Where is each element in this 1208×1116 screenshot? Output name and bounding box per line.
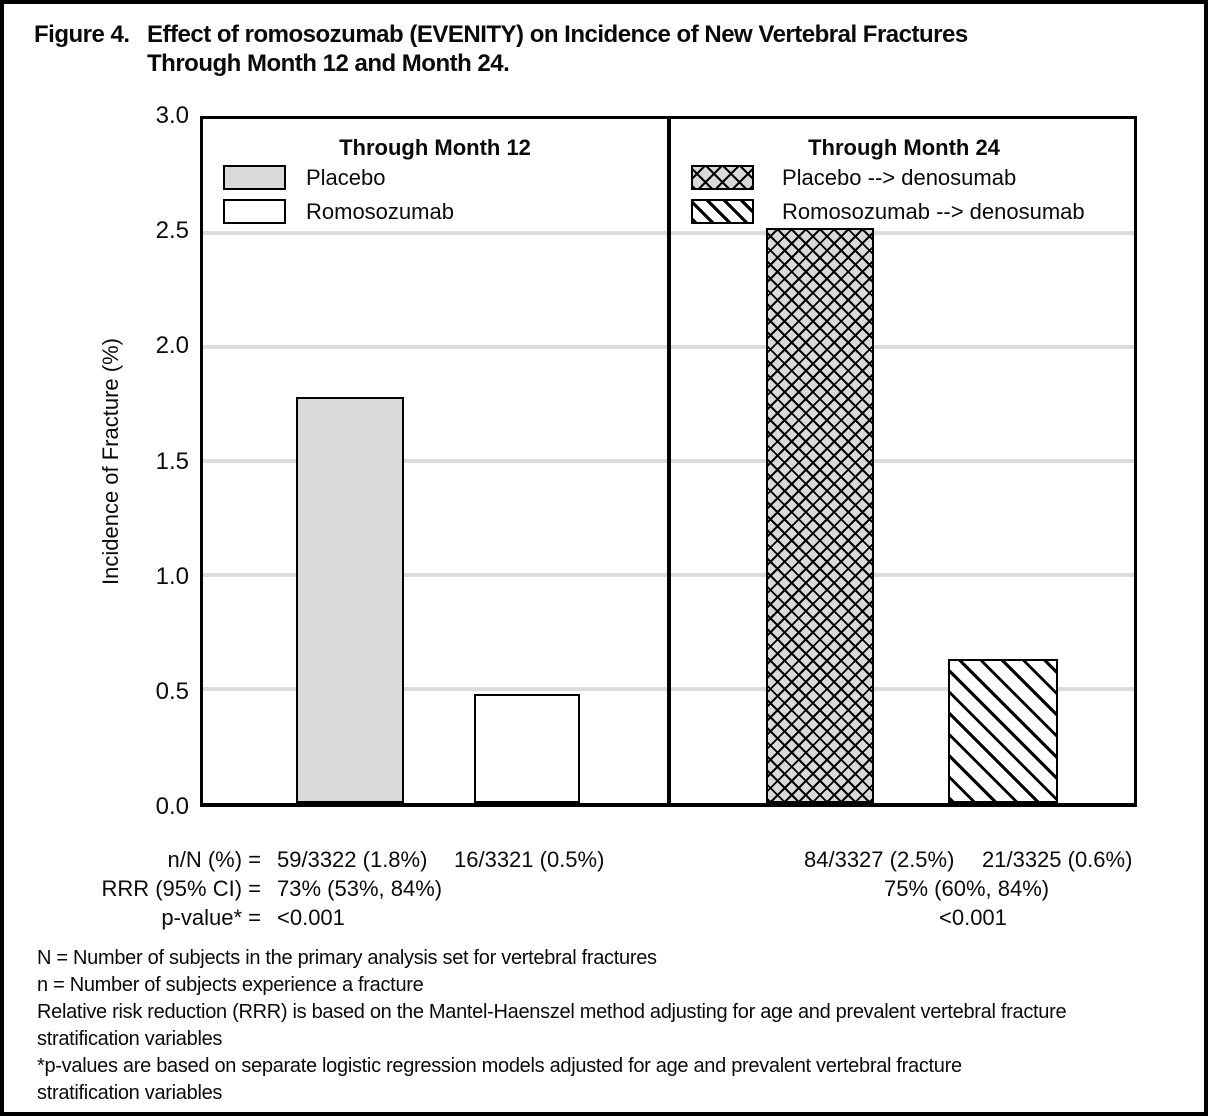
- footnote-line: n = Number of subjects experience a frac…: [37, 974, 424, 996]
- stat-label-rrr: RRR (95% CI) =: [101, 876, 261, 901]
- y-tick-2.0: 2.0: [155, 332, 189, 359]
- panel-title-month-24: Through Month 24: [808, 135, 1000, 160]
- plot-area: Through Month 12 Placebo Romosozumab Thr…: [200, 116, 1137, 807]
- footnotes: N = Number of subjects in the primary an…: [37, 945, 1067, 1107]
- stat-pvalue-24: <0.001: [939, 905, 1007, 930]
- y-tick-0.0: 0.0: [155, 793, 189, 820]
- stat-label-pvalue: p-value* =: [161, 905, 261, 930]
- legend-label-placebo: Placebo: [306, 165, 386, 190]
- footnote-line: N = Number of subjects in the primary an…: [37, 947, 657, 969]
- figure-title: Figure 4. Effect of romosozumab (EVENITY…: [34, 20, 968, 78]
- y-tick-2.5: 2.5: [155, 217, 189, 244]
- stat-nN-romosozumab-12: 16/3321 (0.5%): [454, 847, 605, 872]
- figure-number: Figure 4.: [34, 21, 130, 48]
- legend-label-romosozumab: Romosozumab: [306, 199, 454, 224]
- stat-rrr-24: 75% (60%, 84%): [884, 876, 1050, 901]
- y-tick-1.5: 1.5: [155, 448, 189, 475]
- legend-swatch-placebo-denosumab: [691, 165, 754, 190]
- footnote-line: stratification variables: [37, 1082, 223, 1104]
- y-tick-0.5: 0.5: [155, 678, 189, 705]
- bar-placebo-denosumab: [766, 228, 874, 803]
- panel-divider: [667, 119, 671, 803]
- legend-swatch-romosozumab-denosumab: [691, 199, 754, 224]
- panel-title-month-12: Through Month 12: [339, 135, 531, 160]
- stat-nN-placebo-24: 84/3327 (2.5%): [804, 847, 955, 872]
- stat-pvalue-12: <0.001: [277, 905, 345, 930]
- y-tick-3.0: 3.0: [155, 102, 189, 129]
- legend-swatch-placebo: [223, 165, 286, 190]
- stat-nN-romosozumab-24: 21/3325 (0.6%): [982, 847, 1133, 872]
- legend-label-placebo-denosumab: Placebo --> denosumab: [782, 165, 1017, 190]
- figure-title-line1: Effect of romosozumab (EVENITY) on Incid…: [147, 21, 968, 48]
- figure-title-line2: Through Month 12 and Month 24.: [147, 50, 510, 77]
- bar-romosozumab-denosumab: [948, 659, 1058, 803]
- stat-rrr-12: 73% (53%, 84%): [277, 876, 443, 901]
- y-tick-1.0: 1.0: [155, 563, 189, 590]
- stat-label-nN: n/N (%) =: [167, 847, 261, 872]
- footnote-line: *p-values are based on separate logistic…: [37, 1055, 962, 1077]
- bar-placebo: [296, 397, 404, 803]
- footnote-line: Relative risk reduction (RRR) is based o…: [37, 1001, 1067, 1023]
- stat-nN-placebo-12: 59/3322 (1.8%): [277, 847, 428, 872]
- bar-romosozumab: [474, 693, 580, 803]
- footnote-line: stratification variables: [37, 1028, 223, 1050]
- legend-label-romosozumab-denosumab: Romosozumab --> denosumab: [782, 199, 1085, 224]
- legend-swatch-romosozumab: [223, 199, 286, 224]
